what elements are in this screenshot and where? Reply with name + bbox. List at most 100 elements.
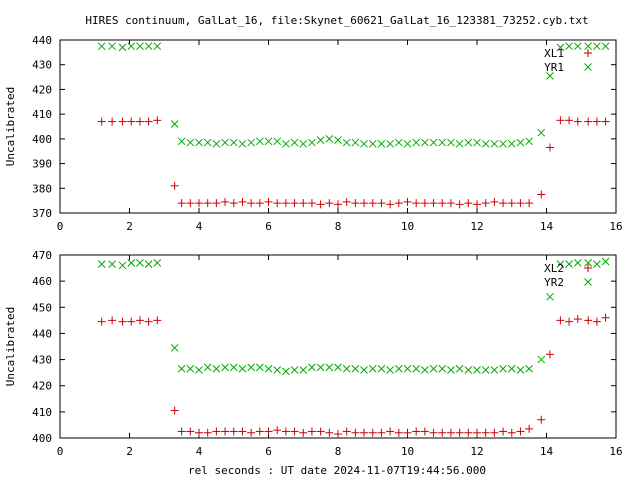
data-point-xl1 (601, 117, 610, 126)
data-point-xl1 (545, 143, 554, 152)
y-tick-label: 390 (32, 158, 52, 171)
data-point-xl2 (325, 428, 334, 437)
data-point-yr1 (360, 139, 368, 148)
data-point-yr2 (481, 366, 490, 374)
data-point-xl2 (247, 428, 256, 437)
data-point-yr2 (127, 258, 136, 267)
x-tick-label: 2 (126, 445, 133, 458)
data-point-xl1 (203, 199, 212, 208)
data-point-xl2 (516, 427, 525, 436)
data-point-xl2 (307, 427, 316, 436)
data-point-xl1 (273, 199, 282, 208)
data-point-yr1 (412, 138, 421, 147)
data-point-yr1 (601, 42, 610, 51)
data-point-xl1 (186, 199, 195, 208)
data-point-xl2 (135, 316, 144, 325)
data-point-yr2 (412, 364, 421, 373)
data-point-xl1 (144, 117, 153, 126)
data-point-xl1 (281, 199, 290, 208)
data-point-yr1 (316, 136, 325, 144)
data-point-yr1 (118, 43, 127, 52)
data-point-yr2 (238, 364, 247, 373)
data-point-yr1 (221, 138, 229, 147)
data-point-xl1 (255, 199, 264, 208)
data-point-xl2 (556, 316, 565, 325)
data-point-xl2 (420, 427, 429, 436)
data-point-yr2 (282, 367, 290, 376)
data-point-xl2 (394, 428, 403, 437)
data-point-yr2 (144, 260, 153, 269)
data-point-xl1 (377, 199, 386, 208)
chart-title: HIRES continuum, GalLat_16, file:Skynet_… (85, 14, 588, 27)
x-tick-label: 10 (401, 220, 414, 233)
data-point-xl2 (118, 317, 127, 326)
data-point-xl1 (537, 190, 546, 199)
data-point-xl2 (334, 430, 342, 439)
data-point-yr2 (229, 363, 238, 372)
data-point-yr2 (490, 366, 499, 374)
data-point-xl2 (446, 428, 455, 437)
data-point-xl2 (525, 424, 534, 433)
data-point-yr1 (546, 71, 554, 80)
data-point-yr2 (537, 355, 546, 364)
data-point-yr1 (255, 137, 264, 146)
data-point-yr1 (308, 138, 316, 147)
y-tick-label: 450 (32, 301, 52, 314)
data-point-yr2 (186, 364, 195, 373)
data-point-xl2 (360, 428, 369, 437)
data-point-yr2 (325, 363, 334, 372)
x-axis-label: rel seconds : UT date 2024-11-07T19:44:5… (188, 464, 486, 477)
data-point-xl1 (368, 199, 377, 208)
data-point-yr2 (290, 366, 299, 374)
data-point-xl2 (264, 427, 273, 436)
data-point-xl1 (325, 199, 334, 208)
data-point-yr1 (481, 139, 490, 148)
data-point-yr1 (473, 138, 481, 147)
data-point-xl1 (420, 199, 429, 208)
data-point-yr1 (573, 42, 582, 51)
data-point-xl2 (545, 350, 554, 359)
legend-marker-yr1 (584, 63, 592, 71)
data-point-yr1 (455, 139, 464, 148)
data-point-yr2 (565, 260, 573, 269)
data-point-yr1 (282, 139, 290, 148)
data-point-yr2 (264, 364, 273, 373)
y-tick-label: 470 (32, 249, 52, 262)
legend-label-yr2: YR2 (544, 276, 564, 289)
data-point-xl1 (481, 199, 490, 208)
data-point-xl1 (446, 199, 455, 208)
data-point-yr2 (499, 364, 507, 373)
data-point-yr1 (299, 139, 308, 148)
data-point-yr2 (97, 260, 106, 269)
data-point-xl2 (316, 427, 325, 436)
x-tick-label: 6 (265, 220, 272, 233)
data-point-yr2 (516, 366, 525, 374)
data-point-xl1 (438, 199, 447, 208)
y-tick-label: 460 (32, 275, 52, 288)
data-point-yr2 (421, 366, 429, 374)
y-tick-label: 440 (32, 34, 52, 47)
x-tick-label: 8 (335, 220, 342, 233)
data-point-xl2 (403, 428, 412, 437)
data-point-yr2 (203, 363, 212, 372)
data-point-yr1 (464, 138, 473, 147)
data-point-xl1 (592, 117, 601, 126)
data-point-yr1 (447, 138, 455, 147)
chart-panel-2: 0 2 4 6 8 10 12 14 16 400 410 420 430 440 450 460 470 Unc… (4, 249, 623, 458)
data-point-yr2 (334, 363, 342, 372)
x-tick-label: 14 (540, 445, 554, 458)
data-point-xl1 (334, 200, 342, 209)
data-point-xl2 (108, 316, 117, 325)
data-point-xl1 (394, 199, 403, 208)
data-point-xl1 (299, 199, 308, 208)
data-point-yr2 (368, 364, 377, 373)
data-point-yr2 (316, 363, 325, 372)
data-point-yr1 (490, 139, 499, 148)
data-point-yr1 (507, 139, 516, 148)
data-point-xl2 (368, 428, 377, 437)
data-point-xl2 (584, 316, 593, 325)
data-point-yr1 (403, 139, 412, 148)
data-point-yr2 (308, 363, 316, 372)
data-point-yr2 (464, 366, 473, 374)
data-point-xl2 (221, 427, 230, 436)
